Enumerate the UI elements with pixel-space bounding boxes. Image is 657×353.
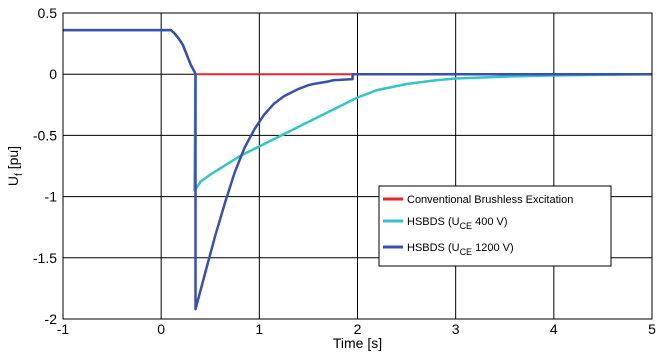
- axis-ticks: -1 0 1 2 3 4 5 0.5 0 -0.5 -1 -1.5 -2: [33, 5, 656, 337]
- x-tick-label: 2: [354, 321, 362, 337]
- y-axis-title: Uf [pu]: [5, 146, 25, 186]
- y-tick-label: 0.5: [38, 5, 58, 21]
- x-tick-label: 5: [648, 321, 656, 337]
- legend-label-2: HSBDS (UCE 400 V): [407, 216, 508, 231]
- grid-lines: [62, 12, 653, 320]
- y-tick-label: -0.5: [33, 127, 57, 143]
- y-tick-label: -2: [45, 311, 58, 327]
- legend-label-3: HSBDS (UCE 1200 V): [407, 242, 514, 257]
- y-axis-title-sub: f: [14, 173, 25, 176]
- series-line-3: [63, 28, 652, 311]
- series-lines: [63, 28, 653, 311]
- x-tick-label: 0: [157, 321, 165, 337]
- legend-box: [378, 185, 612, 267]
- legend-label-1: Conventional Brushless Excitation: [407, 194, 573, 206]
- y-axis-title-main: U: [5, 176, 21, 186]
- x-tick-label: 1: [255, 321, 263, 337]
- y-tick-label: -1: [45, 189, 58, 205]
- x-tick-label: 4: [550, 321, 558, 337]
- y-tick-label: 0: [49, 66, 57, 82]
- y-axis-title-unit: [pu]: [5, 146, 21, 173]
- x-tick-label: 3: [452, 321, 460, 337]
- x-tick-label: -1: [57, 321, 70, 337]
- y-tick-label: -1.5: [33, 250, 57, 266]
- legend: Conventional Brushless Excitation HSBDS (…: [378, 185, 612, 267]
- plot-frame: [62, 12, 653, 320]
- x-axis-title: Time [s]: [333, 335, 382, 351]
